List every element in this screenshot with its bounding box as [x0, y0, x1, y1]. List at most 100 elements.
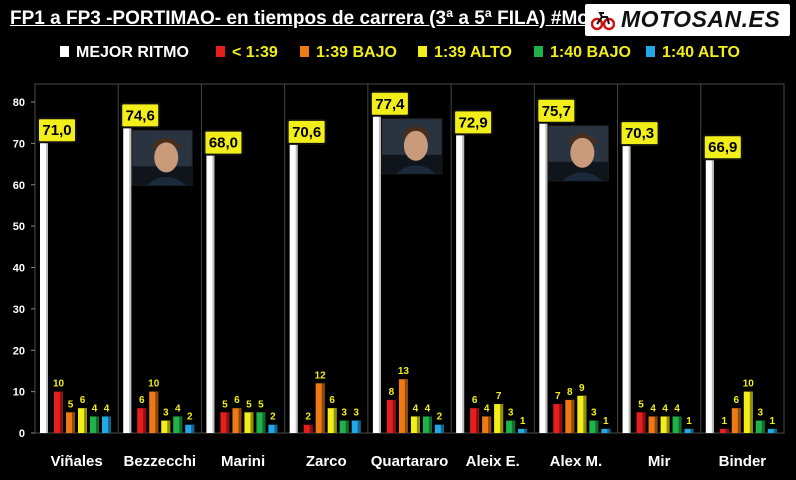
- bar: [149, 391, 159, 433]
- bar: [386, 399, 396, 433]
- bar: [731, 408, 741, 433]
- data-label: 5: [638, 399, 644, 410]
- rider-photo-icon: [381, 118, 443, 175]
- bar-shade: [737, 408, 741, 433]
- data-label: 70,3: [625, 125, 654, 142]
- data-label: 6: [80, 395, 86, 406]
- bar-shade: [404, 379, 408, 433]
- value-label-box: [619, 120, 660, 147]
- rider-photo-icon: [547, 125, 609, 182]
- data-label: 3: [591, 408, 597, 419]
- data-label: 1: [520, 416, 526, 427]
- bar: [232, 408, 242, 433]
- data-label: 6: [329, 395, 335, 406]
- bar: [220, 412, 230, 433]
- bar: [327, 408, 337, 433]
- data-label: 1: [721, 416, 727, 427]
- bar-shade: [711, 156, 714, 434]
- value-label-box: [369, 90, 410, 117]
- bar: [518, 428, 528, 433]
- bar: [256, 412, 266, 433]
- legend-item: 1:40 ALTO: [646, 44, 740, 62]
- bar: [351, 420, 361, 433]
- bar: [565, 399, 575, 433]
- bar: [78, 408, 87, 433]
- bar: [268, 424, 278, 433]
- bar: [539, 119, 548, 433]
- bar-shade: [690, 428, 694, 433]
- bar: [206, 151, 215, 433]
- bar-shade: [725, 428, 729, 433]
- data-label: 1: [769, 416, 775, 427]
- legend-swatch: [300, 46, 309, 57]
- bar-shade: [274, 424, 278, 433]
- bar: [161, 420, 171, 433]
- data-label: 12: [315, 370, 327, 381]
- bar-shade: [309, 424, 313, 433]
- rider-photo-icon: [131, 129, 193, 186]
- bar: [672, 416, 682, 433]
- bar-shade: [545, 119, 548, 433]
- value-label-box: [702, 134, 743, 161]
- bar-shade: [333, 408, 337, 433]
- bar: [589, 420, 599, 433]
- legend-label: 1:39 BAJO: [316, 44, 397, 61]
- bar: [456, 131, 465, 433]
- bar-shade: [428, 416, 432, 433]
- bar: [636, 412, 646, 433]
- bar: [767, 428, 777, 433]
- logo-text: MOTOSAN.ES: [621, 6, 781, 32]
- data-label: 1: [603, 416, 609, 427]
- value-label-box: [536, 97, 577, 124]
- bar-shade: [129, 124, 132, 433]
- bar-shade: [143, 408, 147, 433]
- bar: [684, 428, 694, 433]
- bar: [410, 416, 420, 433]
- motorcycle-logo-icon: [591, 12, 615, 31]
- bar: [743, 391, 753, 433]
- value-label-box: [286, 118, 327, 145]
- bar: [553, 404, 563, 433]
- data-label: 2: [437, 412, 443, 423]
- data-label: 3: [757, 408, 763, 419]
- bar: [185, 424, 195, 433]
- legend-label: MEJOR RITMO: [76, 44, 189, 61]
- y-tick-label: 20: [13, 345, 25, 357]
- bar-shade: [84, 408, 87, 433]
- bar: [422, 416, 432, 433]
- bar-shade: [262, 412, 266, 433]
- bar-shade: [761, 420, 765, 433]
- bar-shade: [155, 391, 159, 433]
- bar: [470, 408, 480, 433]
- value-label-box: [37, 117, 77, 144]
- y-tick-label: 10: [13, 387, 25, 399]
- bar-shade: [462, 131, 465, 433]
- data-label: 10: [53, 379, 65, 390]
- bar: [123, 124, 132, 433]
- legend-swatch: [646, 46, 655, 57]
- bar: [339, 420, 349, 433]
- x-tick-label: Aleix E.: [466, 453, 520, 470]
- bar-shade: [179, 416, 183, 433]
- bar: [372, 112, 381, 433]
- data-label: 5: [258, 399, 264, 410]
- data-label: 1: [686, 416, 692, 427]
- bar: [173, 416, 183, 433]
- y-tick-label: 60: [13, 180, 25, 192]
- legend-item: 1:40 BAJO: [534, 44, 631, 62]
- data-label: 6: [472, 395, 478, 406]
- bar: [648, 416, 658, 433]
- data-label: 4: [92, 403, 98, 414]
- data-label: 4: [650, 403, 656, 414]
- bar-shade: [642, 412, 646, 433]
- data-label: 3: [508, 408, 514, 419]
- bar-shade: [595, 420, 599, 433]
- bar-shade: [512, 420, 516, 433]
- bar-shade: [440, 424, 444, 433]
- data-label: 4: [175, 403, 181, 414]
- bar: [622, 142, 631, 434]
- y-tick-label: 0: [19, 428, 25, 440]
- bar-shade: [666, 416, 670, 433]
- bar: [90, 416, 99, 433]
- data-label: 5: [68, 399, 74, 410]
